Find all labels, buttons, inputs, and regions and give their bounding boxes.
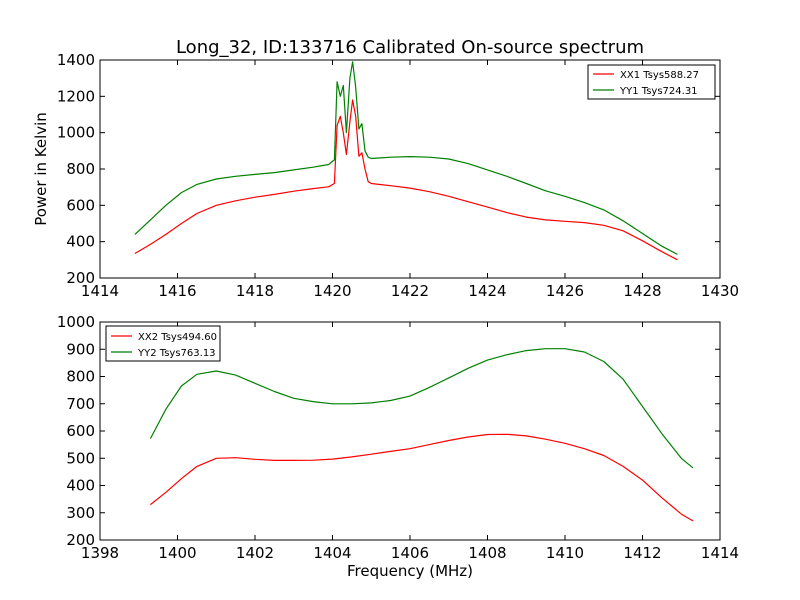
bottom-x-tick-label: 1402 [236, 544, 274, 562]
top-series-line-yy [134, 61, 678, 255]
bottom-x-tick-label: 1410 [546, 544, 584, 562]
top-y-tick-label: 1000 [57, 124, 95, 142]
bottom-legend: XX2 Tsys494.60 YY2 Tsys763.13 [105, 325, 221, 362]
top-x-tick-label: 1416 [158, 282, 196, 300]
top-x-tick-label: 1422 [391, 282, 429, 300]
bottom-y-tick-label: 700 [66, 395, 95, 413]
figure-title: Long_32, ID:133716 Calibrated On-source … [176, 37, 644, 58]
bottom-plot-frame [99, 321, 721, 541]
bottom-y-tick-label: 300 [66, 504, 95, 522]
bottom-y-tick-label: 600 [66, 422, 95, 440]
bottom-y-tick-label: 200 [66, 531, 95, 549]
bottom-x-tick-label: 1406 [391, 544, 429, 562]
legend-xx2-label: XX2 Tsys494.60 [138, 332, 217, 343]
top-y-tick-label: 600 [66, 196, 95, 214]
top-tick-layer: 1414 1416 1418 1420 1422 1424 1426 1428 1430 200 4… [57, 51, 739, 300]
top-y-tick-label: 200 [66, 269, 95, 287]
top-x-tick-label: 1428 [623, 282, 661, 300]
top-legend: XX1 Tsys588.27 YY1 Tsys724.31 [587, 64, 716, 100]
bottom-x-tick-label: 1412 [623, 544, 661, 562]
bottom-x-tick-label: 1404 [313, 544, 351, 562]
bottom-x-tick-label: 1400 [158, 544, 196, 562]
top-y-tick-label: 1200 [57, 87, 95, 105]
bottom-series-line-yy [149, 348, 694, 469]
top-y-tick-label: 400 [66, 233, 95, 251]
legend-xx1-label: XX1 Tsys588.27 [620, 70, 699, 81]
top-series-line-xx [134, 99, 678, 261]
top-x-tick-label: 1424 [468, 282, 506, 300]
bottom-tick-layer: 1398 1400 1402 1404 1406 1408 1410 1412 1414 200 3… [57, 313, 739, 562]
top-legend-box [587, 64, 716, 100]
bottom-x-tick-label: 1398 [81, 544, 119, 562]
legend-yy1-label: YY1 Tsys724.31 [619, 86, 698, 97]
top-x-tick-label: 1426 [546, 282, 584, 300]
bottom-series-line-xx [150, 433, 694, 522]
bottom-x-tick-label: 1408 [468, 544, 506, 562]
legend-yy2-label: YY2 Tsys763.13 [137, 348, 216, 359]
top-x-tick-label: 1430 [701, 282, 739, 300]
top-series-layer [134, 61, 678, 261]
bottom-spectrum-panel: 1398 1400 1402 1404 1406 1408 1410 1412 1414 200 3… [57, 313, 739, 580]
bottom-x-axis-label: Frequency (MHz) [347, 562, 473, 580]
bottom-y-tick-label: 900 [66, 340, 95, 358]
bottom-y-tick-label: 400 [66, 477, 95, 495]
top-x-tick-label: 1414 [81, 282, 119, 300]
bottom-x-tick-label: 1414 [701, 544, 739, 562]
top-y-tick-label: 1400 [57, 51, 95, 69]
bottom-legend-box [105, 325, 221, 362]
bottom-y-tick-label: 1000 [57, 313, 95, 331]
top-plot-frame [99, 59, 721, 279]
top-spectrum-panel: 1414 1416 1418 1420 1422 1424 1426 1428 1430 200 4… [32, 51, 739, 300]
top-y-axis-label: Power in Kelvin [32, 112, 50, 226]
bottom-y-tick-label: 500 [66, 449, 95, 467]
bottom-y-tick-label: 800 [66, 368, 95, 386]
bottom-series-layer [149, 348, 694, 522]
top-x-tick-label: 1420 [313, 282, 351, 300]
top-x-tick-label: 1418 [236, 282, 274, 300]
top-y-tick-label: 800 [66, 160, 95, 178]
